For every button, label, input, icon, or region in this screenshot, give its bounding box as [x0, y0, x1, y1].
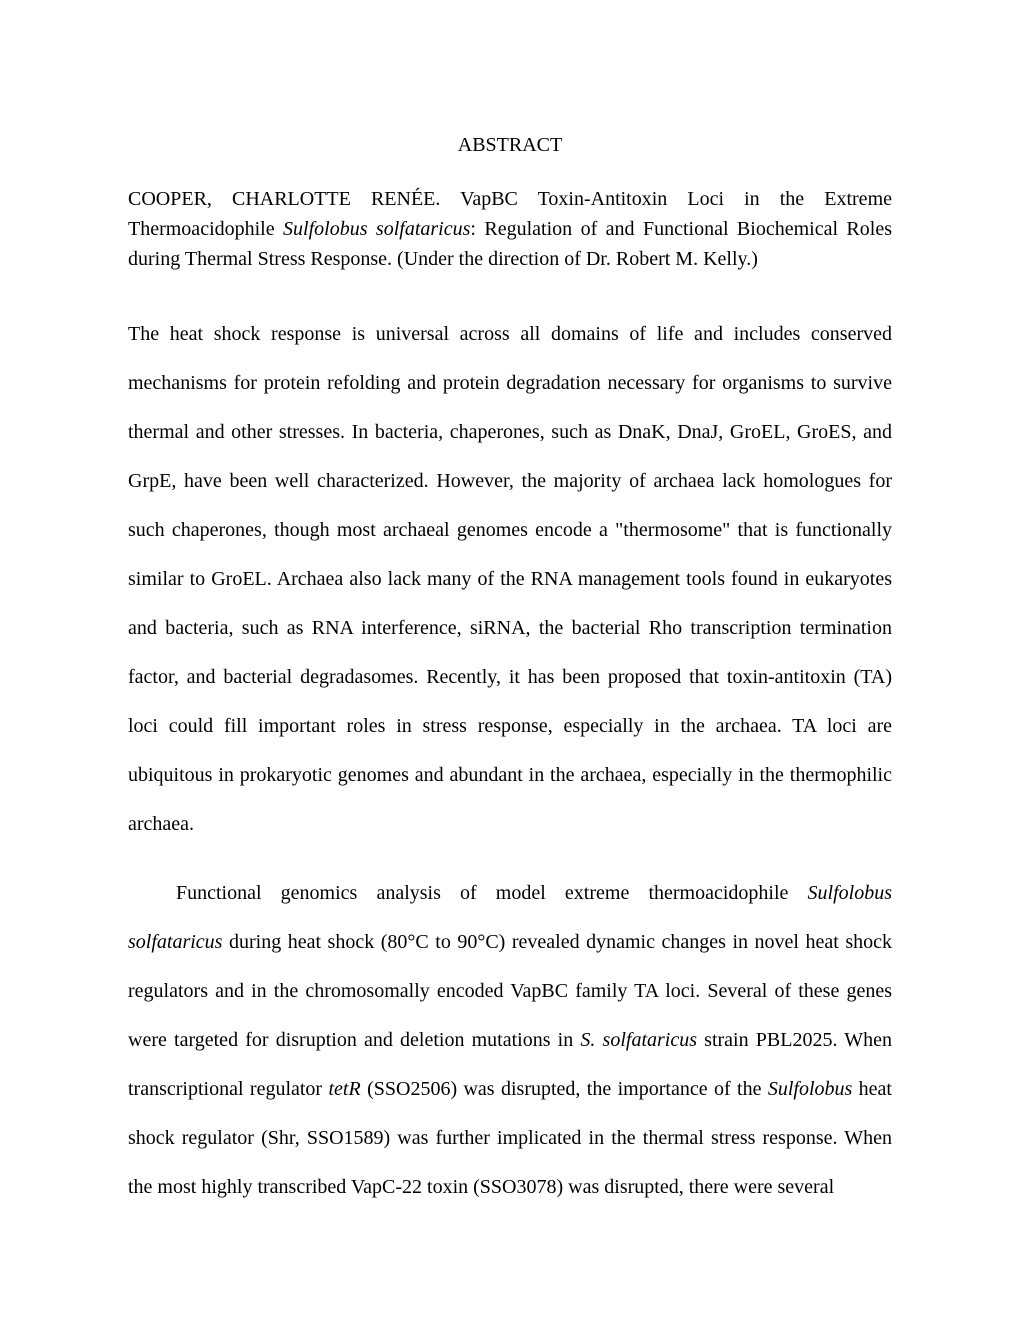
- paragraph-1: The heat shock response is universal acr…: [128, 310, 892, 849]
- para2-seg1: Functional genomics analysis of model ex…: [176, 882, 808, 904]
- para2-italic2: S. solfataricus: [580, 1029, 697, 1051]
- para2-italic3: tetR: [328, 1078, 360, 1100]
- paragraph-2: Functional genomics analysis of model ex…: [128, 869, 892, 1212]
- abstract-heading: ABSTRACT: [128, 130, 892, 160]
- citation-author: COOPER, CHARLOTTE RENÉE.: [128, 188, 440, 210]
- citation-title-italic: Sulfolobus solfataricus: [283, 218, 470, 240]
- citation-block: COOPER, CHARLOTTE RENÉE. VapBC Toxin-Ant…: [128, 184, 892, 274]
- para2-italic4: Sulfolobus: [768, 1078, 852, 1100]
- para2-seg4: (SSO2506) was disrupted, the importance …: [361, 1078, 768, 1100]
